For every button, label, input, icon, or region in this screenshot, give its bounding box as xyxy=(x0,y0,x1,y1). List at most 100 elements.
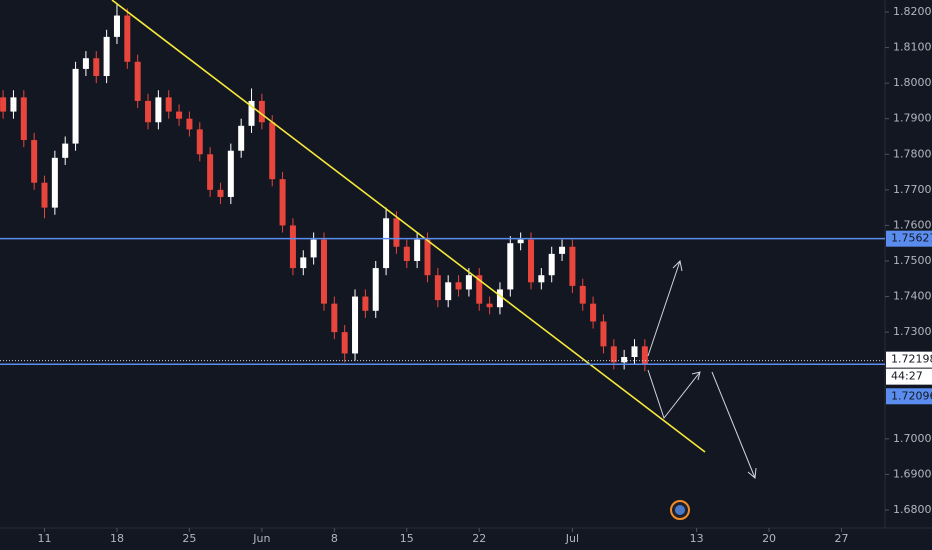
candle-body xyxy=(372,268,379,311)
candle-body xyxy=(341,332,348,354)
candle-body xyxy=(238,125,245,151)
candle-body xyxy=(331,303,338,333)
candle-body xyxy=(320,239,327,304)
candle-body xyxy=(600,321,607,347)
arrow-up[interactable] xyxy=(647,259,683,357)
candle-body xyxy=(20,97,27,141)
projection-arrows[interactable] xyxy=(647,259,757,480)
icon-flag[interactable] xyxy=(675,505,685,515)
candle-body xyxy=(103,36,110,77)
candle-body xyxy=(176,111,183,119)
countdown-label: 44:27 xyxy=(891,370,923,383)
level-label-bg xyxy=(886,388,932,405)
candle-body xyxy=(496,289,503,308)
candle-body xyxy=(62,143,69,158)
candle-body xyxy=(258,100,265,123)
candle-body xyxy=(279,179,286,226)
candle-body xyxy=(134,61,141,101)
plot-area xyxy=(0,3,648,372)
trend-line[interactable] xyxy=(111,0,706,453)
candle-body xyxy=(631,346,638,358)
last-price-label: 1.72198 xyxy=(891,353,932,366)
level-label-bg xyxy=(886,230,932,247)
x-tick-label: Jun xyxy=(252,532,270,545)
candle-body xyxy=(610,346,617,363)
y-tick-label: 1.75000 xyxy=(893,254,932,267)
candle-body xyxy=(517,239,524,244)
y-tick-label: 1.79000 xyxy=(893,112,932,125)
candle-body xyxy=(569,246,576,286)
x-tick-label: 15 xyxy=(400,532,414,545)
candle-body xyxy=(31,140,38,183)
candle-body xyxy=(403,246,410,261)
x-tick-label: 18 xyxy=(110,532,124,545)
candle-body xyxy=(414,239,421,261)
x-tick-label: 20 xyxy=(762,532,776,545)
y-tick-label: 1.69000 xyxy=(893,467,932,480)
candle-body xyxy=(383,218,390,269)
candle-body xyxy=(424,239,431,276)
y-tick-label: 1.73000 xyxy=(893,325,932,338)
event-icon[interactable] xyxy=(670,500,690,520)
candle-body xyxy=(538,275,545,283)
candle-body xyxy=(507,243,514,290)
candle-body xyxy=(227,150,234,197)
y-tick-label: 1.82000 xyxy=(893,5,932,18)
candle-body xyxy=(486,303,493,308)
x-tick-label: 27 xyxy=(835,532,849,545)
candle-body xyxy=(476,275,483,304)
x-tick-label: 25 xyxy=(182,532,196,545)
countdown-label-bg xyxy=(886,368,932,385)
candle-body xyxy=(41,182,48,208)
candle-body xyxy=(352,296,359,354)
candle-body xyxy=(559,246,566,254)
candle-body xyxy=(310,239,317,258)
candle-body xyxy=(124,15,131,62)
candle-body xyxy=(579,285,586,304)
y-tick-label: 1.77000 xyxy=(893,183,932,196)
y-tick-label: 1.80000 xyxy=(893,76,932,89)
candle-body xyxy=(186,118,193,130)
candle-body xyxy=(165,97,172,112)
candle-body xyxy=(300,257,307,269)
candle-body xyxy=(10,97,17,112)
candle-body xyxy=(93,58,100,77)
candle-body xyxy=(362,296,369,311)
candle-body xyxy=(548,253,555,276)
candle-body xyxy=(248,100,255,126)
candle-body xyxy=(621,357,628,363)
candle-body xyxy=(82,58,89,69)
candle-body xyxy=(51,157,58,208)
last-price-label-bg xyxy=(886,351,932,368)
candle-body xyxy=(434,275,441,301)
y-tick-label: 1.74000 xyxy=(893,290,932,303)
y-tick-label: 1.68000 xyxy=(893,503,932,516)
candle-body xyxy=(289,225,296,269)
candle-body xyxy=(0,97,7,112)
candle-body xyxy=(145,100,152,123)
x-tick-label: 22 xyxy=(472,532,486,545)
level-label: 1.72096 xyxy=(891,389,932,402)
x-tick-label: 11 xyxy=(38,532,52,545)
candle-body xyxy=(196,129,203,155)
arrow-zigzag[interactable] xyxy=(647,369,701,420)
x-tick-label: Jul xyxy=(565,532,579,545)
candle-body xyxy=(445,282,452,301)
candle-body xyxy=(207,154,214,190)
y-tick-label: 1.76000 xyxy=(893,218,932,231)
candle-body xyxy=(217,189,224,197)
x-tick-label: 13 xyxy=(690,532,704,545)
y-tick-label: 1.81000 xyxy=(893,41,932,54)
candle-body xyxy=(465,275,472,290)
candle-body xyxy=(590,303,597,322)
arrow-down[interactable] xyxy=(711,371,757,480)
candle-body xyxy=(155,97,162,123)
candle-body xyxy=(528,239,534,283)
candle-body xyxy=(113,15,120,37)
candle-body xyxy=(393,218,400,247)
candle-body xyxy=(269,122,276,180)
y-tick-label: 1.78000 xyxy=(893,147,932,160)
candle-body xyxy=(72,68,79,144)
